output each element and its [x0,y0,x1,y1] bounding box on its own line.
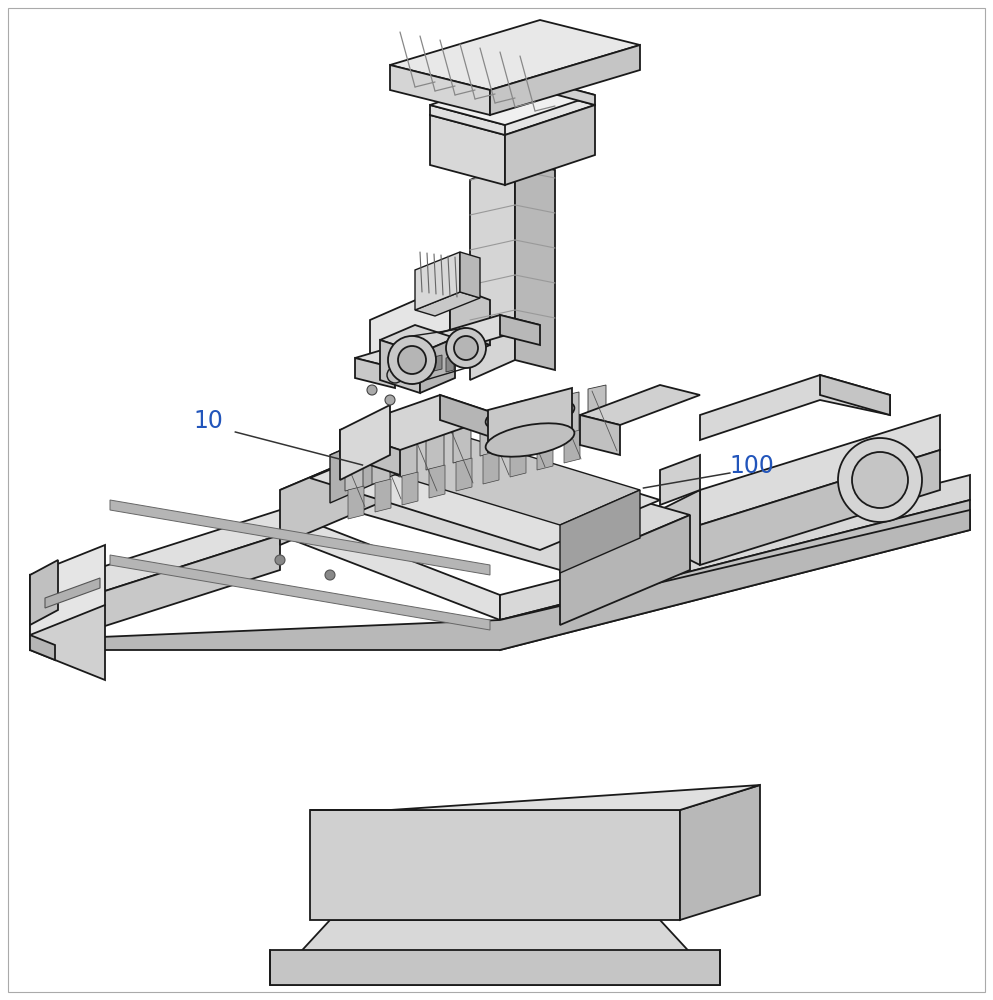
Polygon shape [429,465,445,498]
Polygon shape [480,413,498,456]
Polygon shape [45,578,100,608]
Polygon shape [534,399,552,442]
Polygon shape [700,450,940,565]
Polygon shape [510,444,526,477]
Polygon shape [564,430,580,463]
Polygon shape [110,555,490,630]
Polygon shape [30,535,280,650]
Text: 10: 10 [194,409,223,433]
Polygon shape [30,510,500,620]
Polygon shape [402,472,418,505]
Polygon shape [560,490,640,573]
Polygon shape [700,375,890,440]
Polygon shape [348,486,364,519]
Circle shape [387,367,403,383]
Polygon shape [422,354,430,370]
Polygon shape [490,45,640,115]
Polygon shape [820,375,890,415]
Polygon shape [460,252,480,298]
Polygon shape [430,105,505,135]
Text: 100: 100 [730,454,775,478]
Polygon shape [500,500,970,650]
Polygon shape [355,358,395,388]
Polygon shape [30,510,970,650]
Polygon shape [110,500,490,575]
Polygon shape [580,385,700,425]
Polygon shape [375,479,391,512]
Polygon shape [280,435,410,545]
Polygon shape [310,810,680,920]
Polygon shape [446,356,454,372]
Polygon shape [380,325,455,353]
Polygon shape [340,405,390,480]
Polygon shape [500,315,540,345]
Polygon shape [310,428,660,550]
Polygon shape [345,448,363,491]
Polygon shape [537,437,553,470]
Polygon shape [30,545,105,635]
Polygon shape [340,395,500,450]
Polygon shape [270,950,720,985]
Polygon shape [415,252,460,310]
Polygon shape [700,415,940,525]
Polygon shape [580,415,620,455]
Polygon shape [520,75,595,105]
Polygon shape [420,338,455,393]
Polygon shape [588,385,606,428]
Polygon shape [355,315,540,368]
Polygon shape [507,406,525,449]
Polygon shape [430,115,505,185]
Circle shape [275,555,285,565]
Polygon shape [434,355,442,371]
Polygon shape [430,85,595,135]
Polygon shape [500,475,970,620]
Polygon shape [515,160,555,370]
Polygon shape [390,20,640,90]
Polygon shape [372,441,390,484]
Polygon shape [440,395,500,440]
Polygon shape [310,785,760,810]
Polygon shape [370,330,490,380]
Polygon shape [488,388,572,452]
Polygon shape [450,285,490,345]
Circle shape [325,570,335,580]
Polygon shape [270,920,720,985]
Circle shape [838,438,922,522]
Ellipse shape [486,423,574,457]
Polygon shape [453,420,471,463]
Polygon shape [660,490,700,565]
Polygon shape [560,515,690,625]
Circle shape [388,336,436,384]
Polygon shape [370,285,450,365]
Polygon shape [561,392,579,435]
Polygon shape [505,105,595,185]
Circle shape [446,328,486,368]
Polygon shape [330,420,640,525]
Polygon shape [30,575,105,680]
Polygon shape [280,435,690,570]
Polygon shape [330,420,410,503]
Circle shape [454,336,478,360]
Polygon shape [426,427,444,470]
Circle shape [398,346,426,374]
Polygon shape [660,455,700,505]
Polygon shape [415,292,480,316]
Polygon shape [390,65,490,115]
Polygon shape [30,635,55,660]
Circle shape [385,395,395,405]
Ellipse shape [486,398,574,432]
Polygon shape [456,458,472,491]
Polygon shape [430,75,595,125]
Polygon shape [340,430,400,475]
Polygon shape [680,785,760,920]
Polygon shape [380,340,420,393]
Polygon shape [483,451,499,484]
Polygon shape [399,434,417,477]
Circle shape [852,452,908,508]
Polygon shape [470,160,515,380]
Circle shape [367,385,377,395]
Polygon shape [30,560,58,625]
